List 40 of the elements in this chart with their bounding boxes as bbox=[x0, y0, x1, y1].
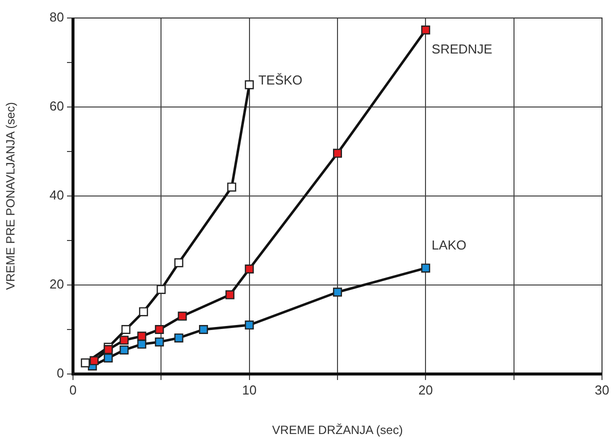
point bbox=[199, 325, 208, 334]
series-label: LAKO bbox=[432, 238, 466, 253]
series-label: SREDNJE bbox=[432, 42, 493, 57]
point bbox=[137, 340, 146, 349]
point bbox=[333, 288, 342, 297]
x-tick-label: 30 bbox=[594, 382, 610, 398]
x-tick-label: 0 bbox=[69, 382, 77, 398]
point bbox=[421, 264, 430, 273]
point bbox=[139, 307, 148, 316]
point bbox=[156, 284, 166, 294]
point bbox=[174, 333, 184, 342]
x-axis-title: VREME DRŽANJA (sec) bbox=[272, 423, 403, 438]
point bbox=[137, 332, 146, 341]
point bbox=[104, 353, 113, 362]
point bbox=[104, 345, 113, 354]
point bbox=[80, 358, 90, 368]
y-tick-label: 40 bbox=[50, 188, 64, 203]
y-axis-title: VREME PRE PONAVLJANJA (sec) bbox=[4, 102, 18, 290]
point bbox=[244, 264, 254, 274]
point bbox=[227, 182, 236, 192]
series-label: TEŠKO bbox=[258, 72, 302, 88]
point bbox=[333, 148, 342, 158]
point bbox=[90, 356, 99, 366]
point bbox=[174, 258, 184, 268]
y-tick-label: 20 bbox=[50, 276, 64, 292]
y-tick-label: 60 bbox=[50, 98, 64, 114]
point bbox=[178, 312, 187, 321]
point bbox=[244, 80, 254, 90]
x-tick-label: 20 bbox=[418, 382, 433, 398]
point bbox=[120, 336, 129, 345]
point bbox=[244, 320, 254, 330]
point bbox=[120, 345, 129, 354]
x-tick-label: 10 bbox=[242, 382, 257, 398]
y-tick-label: 80 bbox=[50, 10, 64, 25]
point bbox=[121, 325, 130, 334]
y-tick-label: 0 bbox=[56, 366, 64, 381]
point bbox=[421, 26, 430, 35]
point bbox=[154, 337, 164, 346]
point bbox=[225, 290, 234, 300]
point bbox=[154, 325, 164, 334]
